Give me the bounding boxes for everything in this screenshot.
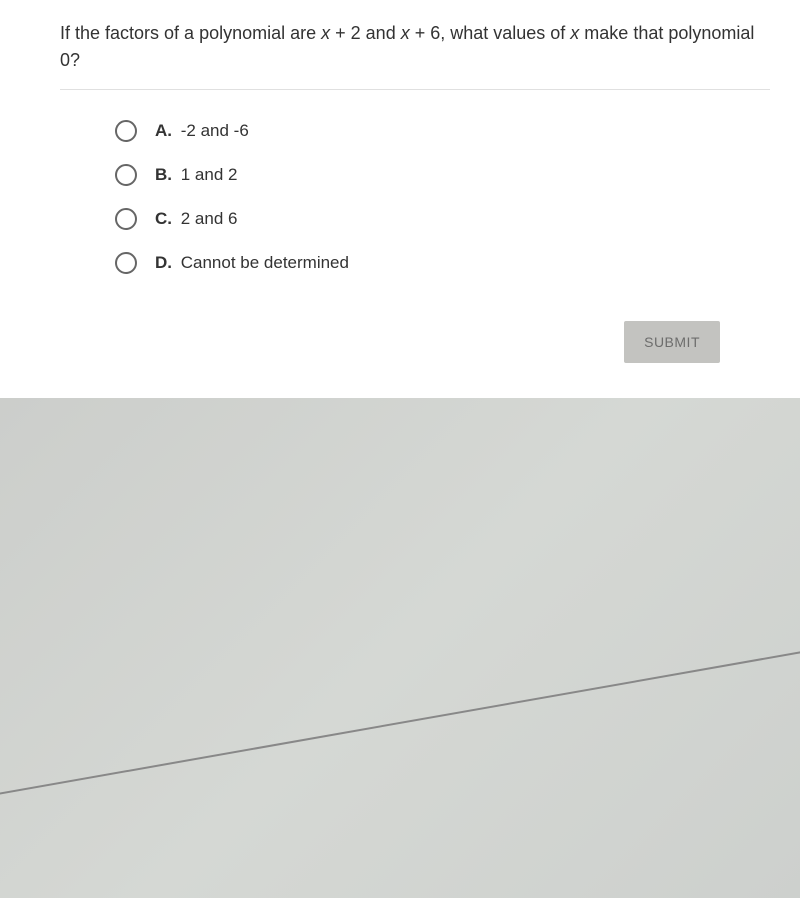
option-label-a: A. -2 and -6	[155, 121, 249, 141]
options-container: A. -2 and -6 B. 1 and 2 C. 2 and 6 D.	[60, 120, 770, 274]
submit-button[interactable]: SUBMIT	[624, 321, 720, 363]
question-part1: If the factors of a polynomial are	[60, 23, 321, 43]
option-text-d: Cannot be determined	[181, 253, 349, 272]
background-area	[0, 398, 800, 898]
question-var: x	[570, 23, 579, 43]
question-plus2: + 6, what values of	[410, 23, 571, 43]
question-plus1: + 2 and	[330, 23, 401, 43]
option-letter-b: B.	[155, 165, 172, 184]
option-row-b[interactable]: B. 1 and 2	[115, 164, 770, 186]
option-text-c: 2 and 6	[181, 209, 238, 228]
radio-button-d[interactable]	[115, 252, 137, 274]
question-card: If the factors of a polynomial are x + 2…	[0, 0, 800, 398]
option-row-c[interactable]: C. 2 and 6	[115, 208, 770, 230]
radio-button-a[interactable]	[115, 120, 137, 142]
question-text: If the factors of a polynomial are x + 2…	[60, 20, 770, 74]
option-label-b: B. 1 and 2	[155, 165, 237, 185]
submit-container: SUBMIT	[60, 296, 770, 373]
radio-button-b[interactable]	[115, 164, 137, 186]
question-factor2-var: x	[401, 23, 410, 43]
option-text-a: -2 and -6	[181, 121, 249, 140]
question-factor1-var: x	[321, 23, 330, 43]
option-label-c: C. 2 and 6	[155, 209, 237, 229]
option-label-d: D. Cannot be determined	[155, 253, 349, 273]
option-row-d[interactable]: D. Cannot be determined	[115, 252, 770, 274]
radio-button-c[interactable]	[115, 208, 137, 230]
option-text-b: 1 and 2	[181, 165, 238, 184]
option-letter-c: C.	[155, 209, 172, 228]
diagonal-line	[0, 648, 800, 798]
question-divider	[60, 89, 770, 90]
option-row-a[interactable]: A. -2 and -6	[115, 120, 770, 142]
option-letter-a: A.	[155, 121, 172, 140]
option-letter-d: D.	[155, 253, 172, 272]
